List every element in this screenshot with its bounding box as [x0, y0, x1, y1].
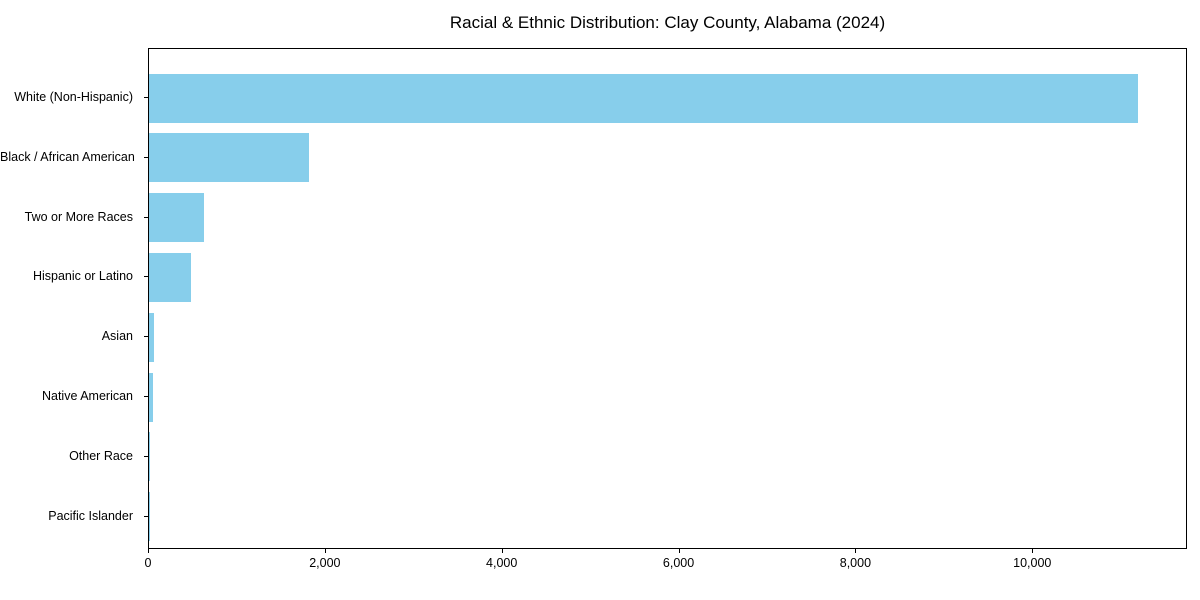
xtick-mark	[324, 549, 326, 553]
ytick-label-white-non-hispanic: White (Non-Hispanic)	[14, 90, 133, 104]
bar-black-african-american	[149, 133, 310, 183]
ytick-mark	[144, 156, 148, 158]
bar-asian	[149, 312, 155, 362]
ytick-label-hispanic-or-latino: Hispanic or Latino	[32, 269, 133, 284]
ytick-label-native-american: Native American	[41, 389, 133, 403]
bar-white-non-hispanic	[149, 73, 1138, 123]
xtick-mark	[855, 549, 857, 553]
bar-other-race	[149, 432, 150, 482]
xtick-mark	[1032, 549, 1034, 553]
xtick-mark	[501, 549, 503, 553]
ytick-mark	[144, 455, 148, 457]
xtick-label-10-000: 10,000	[1013, 556, 1052, 570]
xtick-mark	[678, 549, 680, 553]
ytick-mark	[144, 216, 148, 218]
ytick-mark	[144, 276, 148, 278]
bar-native-american	[149, 372, 153, 422]
xtick-label-2-000: 2,000	[309, 556, 341, 570]
ytick-label-other-race: Other Race	[69, 448, 133, 463]
ytick-mark	[144, 515, 148, 517]
xtick-label-4-000: 4,000	[486, 556, 518, 570]
xtick-label-0: 0	[144, 556, 152, 570]
plot-area	[148, 48, 1187, 549]
ytick-label-black-african-american: Black / African American	[0, 149, 135, 164]
ytick-label-asian: Asian	[101, 329, 133, 344]
bar-hispanic-or-latino	[149, 252, 191, 302]
bar-two-or-more-races	[149, 193, 204, 243]
xtick-mark	[148, 549, 149, 553]
ytick-label-pacific-islander: Pacific Islander	[48, 508, 133, 523]
ytick-mark	[144, 97, 148, 98]
xtick-label-6-000: 6,000	[662, 556, 695, 570]
xtick-label-8-000: 8,000	[839, 556, 872, 570]
ytick-mark	[144, 336, 148, 338]
chart-title: Racial & Ethnic Distribution: Clay Count…	[449, 13, 886, 32]
ytick-label-two-or-more-races: Two or More Races	[24, 209, 133, 224]
ytick-mark	[144, 396, 148, 397]
